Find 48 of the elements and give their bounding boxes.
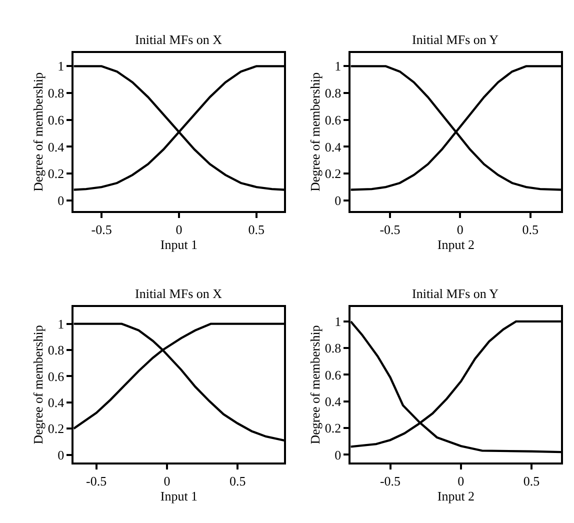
y-tick-label: 0.6 (324, 112, 342, 128)
x-tick-label: 0.5 (523, 473, 540, 488)
y-tick-label: 0.4 (324, 394, 342, 409)
y-tick-label: 0.4 (48, 394, 65, 410)
y-tick-label: 0 (58, 447, 64, 462)
y-tick-label: 0.2 (324, 420, 342, 436)
x-tick-label: 0.5 (522, 222, 538, 237)
y-tick-label: 1 (334, 58, 342, 74)
x-tick-label: 0 (176, 222, 182, 237)
x-axis-title: Input 1 (160, 236, 198, 252)
chart-title: Initial MFs on X (135, 32, 223, 47)
x-tick-label: -0.5 (91, 222, 112, 237)
y-tick-label: 0 (58, 193, 64, 208)
x-tick-label: 0 (458, 473, 464, 488)
y-tick-label: 0.4 (48, 139, 65, 154)
x-axis-title: Input 1 (160, 488, 198, 504)
y-tick-label: 0.6 (324, 367, 342, 382)
y-axis-title: Degree of membership (307, 325, 322, 444)
x-axis-title: Input 2 (437, 488, 475, 504)
y-axis-title: Degree of membership (30, 72, 46, 192)
y-tick-label: 1 (58, 58, 64, 74)
x-tick-label: -0.5 (380, 222, 400, 237)
x-tick-label: 0.5 (229, 473, 246, 488)
y-tick-label: 0.2 (324, 166, 342, 182)
y-axis-title: Degree of membership (30, 325, 46, 444)
x-tick-label: 0 (164, 473, 170, 488)
y-tick-label: 0.6 (48, 368, 65, 384)
y-tick-label: 1 (58, 316, 64, 332)
y-tick-label: 0.8 (48, 86, 64, 101)
y-tick-label: 0 (334, 447, 342, 462)
y-tick-label: 1 (334, 314, 342, 329)
y-axis-title: Degree of membership (307, 72, 322, 192)
x-tick-label: 0 (456, 222, 464, 237)
chart-title: Initial MFs on Y (412, 32, 500, 47)
x-tick-label: 0.5 (248, 222, 264, 237)
x-tick-label: -0.5 (86, 473, 107, 488)
chart-title: Initial MFs on X (135, 286, 223, 301)
y-tick-label: 0.6 (48, 112, 65, 128)
y-tick-label: 0.8 (324, 86, 342, 101)
chart-title: Initial MFs on Y (412, 286, 500, 301)
y-tick-label: 0.2 (48, 421, 64, 436)
y-tick-label: 0 (334, 193, 342, 208)
x-tick-label: -0.5 (380, 473, 401, 488)
y-tick-label: 0.4 (324, 139, 342, 154)
y-tick-label: 0.8 (48, 342, 64, 358)
y-tick-label: 0.2 (48, 166, 64, 182)
x-axis-title: Input 2 (437, 236, 475, 252)
y-tick-label: 0.8 (324, 340, 342, 356)
